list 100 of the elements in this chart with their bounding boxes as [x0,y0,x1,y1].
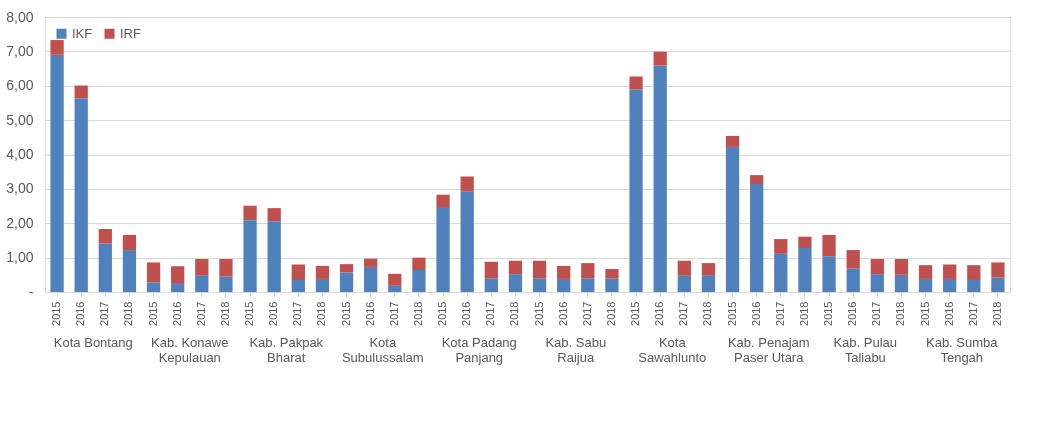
bar [508,274,523,292]
bar [846,250,860,269]
bar [436,194,450,208]
bar [822,234,836,257]
bar [725,135,740,147]
x-tick-label: 2018 [797,301,810,326]
bar [243,205,257,221]
bar [508,260,523,275]
bar [436,207,450,292]
bar [74,85,88,99]
bar [605,268,619,279]
bar [967,279,981,292]
bar [243,220,257,292]
x-tick-label: 2017 [870,301,883,326]
x-tick-label: 2015 [243,301,256,326]
x-tick-label: 2017 [98,301,111,326]
x-tick-label: 2015 [532,301,545,326]
bar [581,278,595,292]
bar [98,229,112,244]
bar [798,236,812,248]
bar [918,265,933,279]
bar [146,262,161,283]
bar [291,264,305,280]
bar [50,54,64,292]
y-tick-label: 4,00 [6,146,34,162]
bar [677,260,691,276]
x-tick-label: 2017 [387,301,400,326]
x-tick-label: 2015 [918,301,931,326]
bar [412,270,426,292]
bar [870,274,884,292]
bar [195,259,209,276]
x-tick-label: 2016 [460,301,473,326]
bar [122,234,137,251]
bar [532,278,547,292]
bar [991,262,1005,278]
text: Kota Sawahlunto [638,335,707,365]
x-tick-label: 2018 [411,301,424,326]
bar [677,275,691,292]
text: Kab. Pulau Taliabu [833,335,898,365]
x-tick-label: 2018 [894,301,907,326]
x-tick-label: 2017 [966,301,979,326]
x-tick-label: 2018 [122,301,135,326]
legend-label: IKF [72,25,93,41]
bar [388,273,402,286]
y-tick-label: - [28,283,34,300]
text: Kota Subulussalam [341,335,424,365]
bar [219,276,233,292]
x-tick-label: 2016 [653,301,666,326]
bar [629,76,643,90]
y-tick-label: 7,00 [6,42,34,59]
bar [701,263,716,276]
bar [315,278,330,292]
bar [774,253,788,292]
bar [846,268,860,292]
bar [894,274,909,292]
bar [315,265,330,279]
bar [943,278,957,292]
x-tick-label: 2015 [50,301,63,326]
x-tick-label: 2015 [146,301,159,326]
x-tick-label: 2018 [701,301,714,326]
y-tick-label: 6,00 [6,77,34,94]
x-tick-label: 2017 [677,301,690,326]
x-tick-label: 2015 [725,301,738,326]
text: Kota Padang Panjang [441,335,517,365]
bar [171,266,185,284]
y-tick-label: 3,00 [6,180,34,197]
bar [98,243,112,292]
x-tick-label: 2016 [170,301,183,326]
bar [557,278,571,292]
bar [460,191,474,292]
x-tick-label: 2018 [218,301,231,326]
bar [484,278,498,292]
bar [195,275,209,292]
bar [991,277,1005,292]
text: Kab. Konawe Kepulauan [151,335,229,365]
bar [267,221,281,292]
x-tick-label: 2017 [773,301,786,326]
bar [364,266,378,292]
x-tick-label: 2018 [508,301,521,326]
legend-label: IRF [120,25,141,41]
x-tick-label: 2016 [74,301,87,326]
bar [484,261,498,279]
y-tick-label: 1,00 [6,249,34,266]
bar [50,40,64,55]
bar [967,265,981,280]
bar [146,282,161,292]
bar [291,279,305,292]
bar [581,263,595,279]
x-tick-label: 2016 [363,301,376,326]
bar [557,265,571,279]
bar [870,259,884,275]
bar [653,65,667,292]
bar [629,89,643,292]
y-tick-label: 8,00 [6,8,34,25]
bar [750,175,764,185]
x-tick-label: 2015 [339,301,352,326]
text: Kab. Sumba Tengah [925,335,999,365]
x-tick-label: 2016 [267,301,280,326]
bar [750,184,764,292]
bar [364,258,378,267]
